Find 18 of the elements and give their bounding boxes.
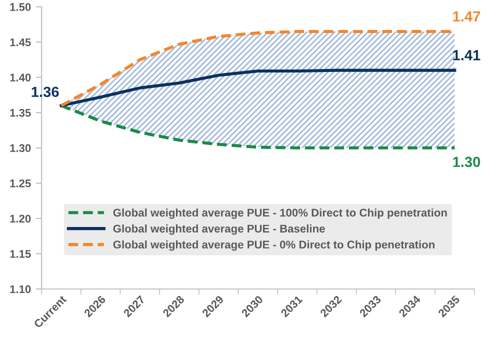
y-tick-label: 1.40	[10, 74, 31, 82]
y-tick-label: 1.25	[10, 179, 31, 188]
data-label: 1.47	[453, 11, 480, 22]
data-label: 1.41	[453, 50, 480, 60]
y-tick-label: 1.10	[10, 285, 31, 294]
y-tick-label: 1.45	[10, 38, 31, 46]
legend-label: Global weighted average PUE - 0% Direct to Chip penetration	[113, 240, 434, 251]
y-tick-label: 1.30	[10, 144, 31, 152]
y-tick-label: 1.35	[10, 108, 31, 117]
data-label: 1.36	[32, 86, 59, 98]
data-label: 1.30	[453, 156, 480, 168]
line-series	[60, 68, 456, 108]
y-tick-label: 1.50	[10, 3, 31, 11]
legend-label: Global weighted average PUE - Baseline	[113, 224, 325, 235]
y-tick-label: 1.20	[10, 214, 31, 223]
line-series	[60, 104, 456, 150]
y-tick-label: 1.15	[10, 250, 31, 258]
legend-label: Global weighted average PUE - 100% Direct to Chip penetration	[113, 208, 447, 219]
